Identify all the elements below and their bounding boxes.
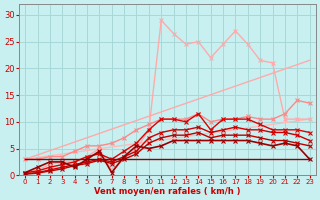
X-axis label: Vent moyen/en rafales ( km/h ): Vent moyen/en rafales ( km/h ) bbox=[94, 187, 241, 196]
